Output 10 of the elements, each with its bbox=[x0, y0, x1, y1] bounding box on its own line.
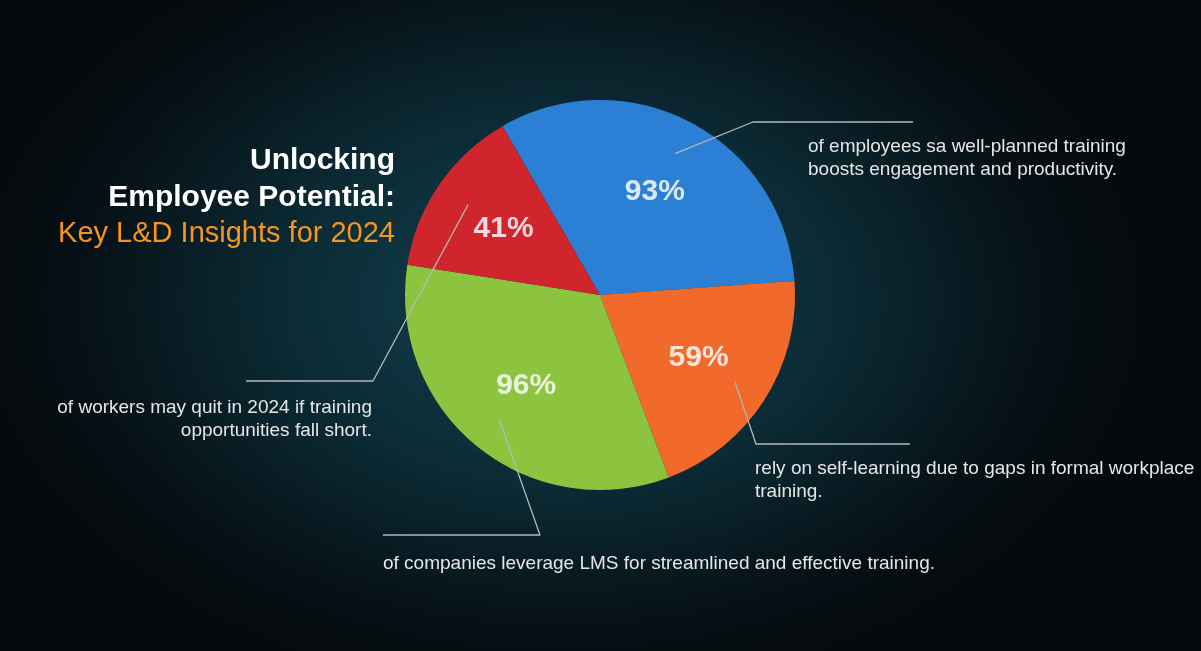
slice-label: of workers may quit in 2024 if training opportunities fall short. bbox=[56, 395, 372, 441]
data-label: 59% bbox=[668, 339, 729, 373]
text: Unlocking Employee Potential: bbox=[107, 141, 395, 214]
data-label: 93% bbox=[624, 172, 685, 206]
slice-label: of companies leverage LMS for streamlined and effective training. bbox=[383, 551, 936, 574]
text: Key L&D Insights for 2024 bbox=[57, 215, 395, 250]
slice-label: of employees sa well-planned training boosts engagement and productivity. bbox=[808, 134, 1127, 180]
slice-label: rely on self-learning due to gaps in formal workplace training. bbox=[755, 456, 1196, 502]
data-label: 41% bbox=[473, 210, 534, 244]
data-label: 96% bbox=[496, 367, 557, 401]
